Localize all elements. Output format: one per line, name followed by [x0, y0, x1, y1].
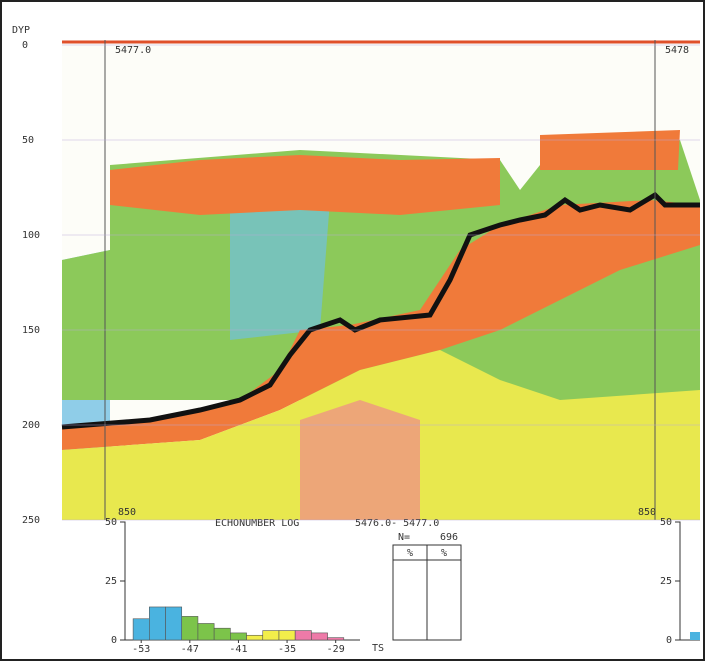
histogram-bar [181, 616, 199, 641]
depth-tick-label: 200 [22, 420, 40, 431]
y-tick-label: 25 [105, 576, 117, 587]
depth-tick-label: 250 [22, 515, 40, 526]
histogram-bar [197, 623, 215, 641]
depth-tick-label: 150 [22, 325, 40, 336]
depth-tick-label: 50 [22, 135, 34, 146]
x-tick-label: -29 [327, 644, 345, 655]
layer-orange-right [540, 130, 680, 170]
histogram-bar [132, 618, 150, 641]
table-header: % [441, 548, 447, 559]
histogram-bar [213, 627, 231, 641]
depth-tick-label: 100 [22, 230, 40, 241]
bottom-line [61, 191, 700, 430]
mark-top: 5478 [665, 45, 689, 56]
x-tick-label: -41 [229, 644, 247, 655]
depth-label: DYP [12, 25, 30, 36]
histogram-bar [246, 634, 264, 641]
layer-orange-bottom [62, 200, 700, 450]
layer-pink [300, 400, 420, 520]
histogram-bar [278, 630, 296, 641]
depth-tick-label: 0 [22, 40, 28, 51]
x-tick-label: -47 [181, 644, 199, 655]
histogram-bar [262, 630, 280, 641]
histogram-bar [230, 632, 247, 641]
histogram-bar [149, 606, 166, 641]
x-tick-label: -53 [132, 644, 150, 655]
layer-orange-top [110, 155, 500, 215]
mark-bottom: 850 [638, 507, 656, 518]
x-tick-label: -35 [278, 644, 296, 655]
histogram-bar [165, 606, 183, 641]
histogram-bar [327, 637, 345, 641]
mark-top: 5477.0 [115, 45, 151, 56]
echogram-image [61, 40, 700, 520]
table-header: % [407, 548, 413, 559]
layer-blue [230, 200, 330, 340]
x-axis-label: TS [372, 643, 384, 654]
mark-bottom: 850 [118, 507, 136, 518]
y-tick-label: 0 [666, 635, 672, 646]
y-tick-label: 50 [105, 517, 117, 528]
right-bar [690, 632, 700, 640]
y-tick-label: 0 [111, 635, 117, 646]
histogram-title: ECHONUMBER LOG [215, 518, 299, 529]
n-value: 696 [440, 532, 458, 543]
y-tick-label: 25 [660, 576, 672, 587]
histogram-bar [311, 632, 328, 641]
y-tick-label: 50 [660, 517, 672, 528]
histogram-range: 5476.0- 5477.0 [355, 518, 439, 529]
n-label: N= [398, 532, 410, 543]
histogram-bar [294, 630, 312, 641]
